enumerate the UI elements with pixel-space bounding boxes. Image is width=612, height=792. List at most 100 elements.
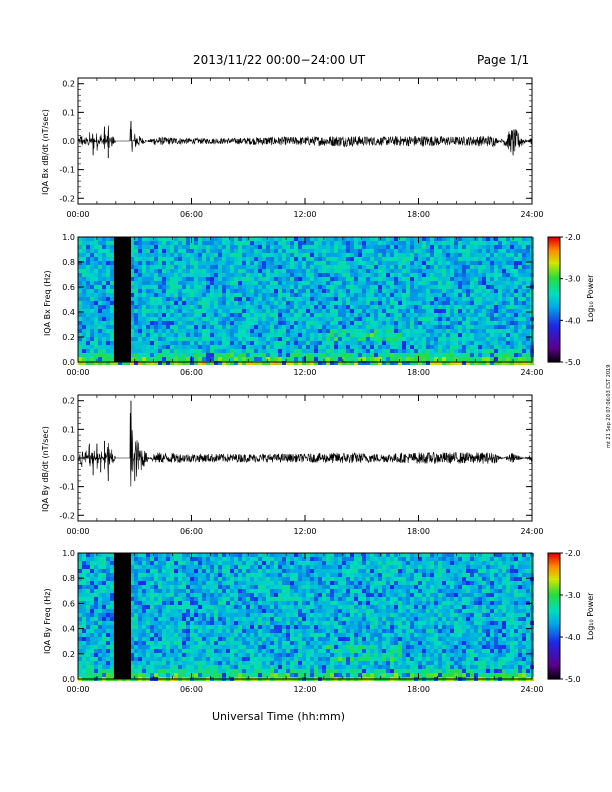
spectrogram-cell bbox=[386, 321, 390, 325]
spectrogram-cell bbox=[506, 273, 510, 277]
spectrogram-cell bbox=[406, 293, 410, 297]
spectrogram-cell bbox=[86, 261, 90, 265]
spectrogram-cell bbox=[90, 293, 94, 297]
spectrogram-cell bbox=[486, 269, 490, 273]
spectrogram-cell bbox=[182, 565, 186, 569]
spectrogram-cell bbox=[130, 237, 134, 241]
spectrogram-cell bbox=[410, 325, 414, 329]
spectrogram-cell bbox=[310, 281, 314, 285]
spectrogram-cell bbox=[414, 313, 418, 317]
spectrogram-cell bbox=[238, 305, 242, 309]
spectrogram-cell bbox=[282, 265, 286, 269]
spectrogram-cell bbox=[334, 333, 338, 337]
spectrogram-cell bbox=[186, 273, 190, 277]
spectrogram-cell bbox=[474, 557, 478, 561]
spectrogram-cell bbox=[194, 349, 198, 353]
spectrogram-cell bbox=[278, 581, 282, 585]
spectrogram-cell bbox=[242, 309, 246, 313]
spectrogram-cell bbox=[138, 237, 142, 241]
spectrogram-cell bbox=[266, 353, 270, 357]
spectrogram-cell bbox=[334, 265, 338, 269]
spectrogram-cell bbox=[182, 357, 186, 361]
spectrogram-cell bbox=[170, 329, 174, 333]
spectrogram-cell bbox=[186, 293, 190, 297]
spectrogram-cell bbox=[262, 581, 266, 585]
spectrogram-cell bbox=[234, 353, 238, 357]
spectrogram-cell bbox=[502, 297, 506, 301]
spectrogram-cell bbox=[474, 269, 478, 273]
spectrogram-cell bbox=[178, 309, 182, 313]
spectrogram-cell bbox=[502, 277, 506, 281]
spectrogram-cell bbox=[346, 321, 350, 325]
spectrogram-cell bbox=[78, 581, 82, 585]
spectrogram-cell bbox=[498, 269, 502, 273]
spectrogram-cell bbox=[454, 293, 458, 297]
spectrogram-cell bbox=[246, 565, 250, 569]
spectrogram-cell bbox=[318, 273, 322, 277]
spectrogram-cell bbox=[78, 357, 82, 361]
spectrogram-cell bbox=[446, 565, 450, 569]
spectrogram-cell bbox=[350, 353, 354, 357]
colorbar-swatch bbox=[548, 353, 560, 357]
spectrogram-cell bbox=[510, 329, 514, 333]
spectrogram-cell bbox=[202, 301, 206, 305]
spectrogram-cell bbox=[518, 345, 522, 349]
spectrogram-cell bbox=[526, 353, 530, 357]
spectrogram-cell bbox=[198, 345, 202, 349]
spectrogram-cell bbox=[178, 313, 182, 317]
spectrogram-cell bbox=[306, 325, 310, 329]
spectrogram-cell bbox=[354, 353, 358, 357]
spectrogram-cell bbox=[314, 241, 318, 245]
spectrogram-cell bbox=[186, 333, 190, 337]
spectrogram-cell bbox=[294, 285, 298, 289]
spectrogram-cell bbox=[270, 249, 274, 253]
spectrogram-cell bbox=[418, 261, 422, 265]
spectrogram-cell bbox=[522, 253, 526, 257]
spectrogram-cell bbox=[262, 301, 266, 305]
spectrogram-cell bbox=[522, 305, 526, 309]
spectrogram-cell bbox=[478, 277, 482, 281]
spectrogram-cell bbox=[502, 253, 506, 257]
spectrogram-cell bbox=[290, 321, 294, 325]
spectrogram-cell bbox=[270, 361, 274, 365]
spectrogram-cell bbox=[234, 553, 238, 557]
spectrogram-cell bbox=[214, 253, 218, 257]
spectrogram-cell bbox=[418, 333, 422, 337]
spectrogram-cell bbox=[158, 237, 162, 241]
spectrogram-cell bbox=[282, 249, 286, 253]
spectrogram-cell bbox=[382, 329, 386, 333]
spectrogram-cell bbox=[178, 301, 182, 305]
spectrogram-cell bbox=[358, 557, 362, 561]
spectrogram-cell bbox=[358, 321, 362, 325]
spectrogram-cell bbox=[502, 309, 506, 313]
spectrogram-cell bbox=[206, 341, 210, 345]
spectrogram-cell bbox=[142, 353, 146, 357]
spectrogram-cell bbox=[442, 305, 446, 309]
spectrogram-cell bbox=[182, 265, 186, 269]
spectrogram-cell bbox=[142, 581, 146, 585]
spectrogram-cell bbox=[218, 297, 222, 301]
spectrogram-cell bbox=[510, 309, 514, 313]
spectrogram-cell bbox=[130, 257, 134, 261]
spectrogram-cell bbox=[138, 569, 142, 573]
spectrogram-cell bbox=[470, 329, 474, 333]
spectrogram-cell bbox=[366, 257, 370, 261]
colorbar-swatch bbox=[548, 297, 560, 301]
spectrogram-cell bbox=[510, 301, 514, 305]
spectrogram-cell bbox=[174, 349, 178, 353]
spectrogram-cell bbox=[470, 581, 474, 585]
spectrogram-cell bbox=[466, 361, 470, 365]
spectrogram-cell bbox=[78, 317, 82, 321]
spectrogram-cell bbox=[422, 289, 426, 293]
spectrogram-cell bbox=[362, 261, 366, 265]
spectrogram-cell bbox=[254, 317, 258, 321]
spectrogram-cell bbox=[102, 553, 106, 557]
x-tick-label: 00:00 bbox=[66, 210, 89, 219]
spectrogram-cell bbox=[526, 565, 530, 569]
spectrogram-cell bbox=[178, 265, 182, 269]
spectrogram-cell bbox=[78, 353, 82, 357]
spectrogram-cell bbox=[82, 573, 86, 577]
spectrogram-cell bbox=[374, 345, 378, 349]
spectrogram-cell bbox=[374, 577, 378, 581]
